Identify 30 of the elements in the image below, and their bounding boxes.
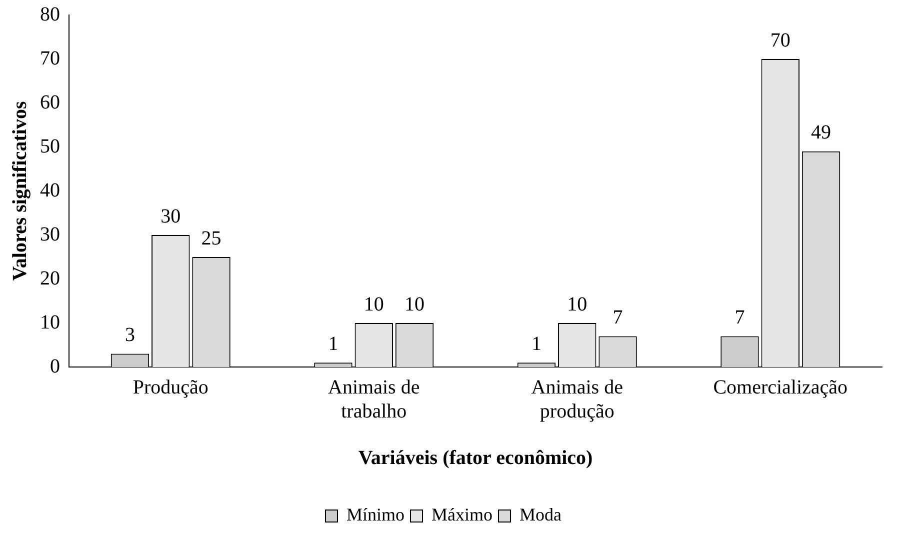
legend-label: Mínimo — [346, 504, 405, 525]
y-tick-label: 40 — [40, 179, 60, 202]
legend-label: Máximo — [432, 504, 493, 525]
data-label: 49 — [811, 122, 832, 144]
y-tick-label: 50 — [40, 135, 60, 158]
x-tick-label: Produção — [132, 376, 208, 398]
x-axis-title: Variáveis (fator econômico) — [358, 447, 593, 470]
x-tick-label: Animais de produção — [531, 376, 624, 422]
y-tick-label: 80 — [40, 3, 60, 26]
data-label: 7 — [612, 306, 623, 328]
data-label: 3 — [124, 324, 135, 346]
data-label: 1 — [328, 332, 338, 355]
legend-label: Moda — [520, 504, 562, 525]
x-tick-label: Animais de trabalho — [328, 376, 420, 422]
data-label: 10 — [364, 293, 384, 316]
data-label: 25 — [201, 227, 222, 250]
y-tick-label: 10 — [40, 311, 60, 334]
data-label: 1 — [531, 332, 542, 355]
y-axis-title: Valores significativos — [9, 101, 32, 281]
data-label: 10 — [567, 293, 588, 316]
data-label: 70 — [770, 29, 790, 52]
x-tick-label: Comercialização — [713, 376, 848, 398]
data-label: 10 — [404, 293, 425, 316]
y-tick-label: 20 — [40, 267, 60, 290]
y-tick-label: 0 — [50, 355, 60, 378]
data-label: 30 — [160, 205, 181, 228]
data-label: 7 — [734, 306, 745, 328]
y-tick-label: 60 — [40, 91, 60, 114]
y-tick-label: 70 — [40, 47, 60, 70]
y-tick-label: 30 — [40, 223, 60, 246]
